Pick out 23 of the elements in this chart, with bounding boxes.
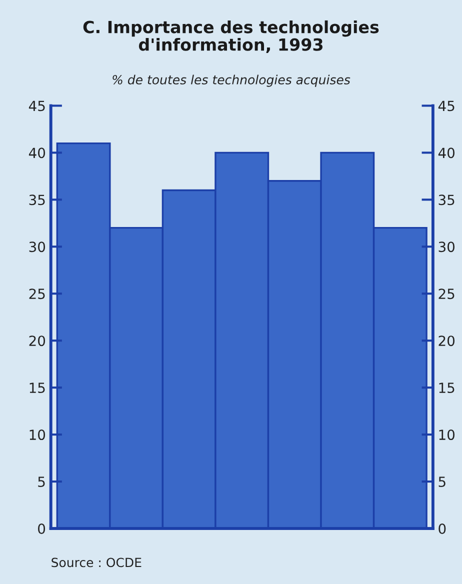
y-tick-label: 15: [30, 382, 45, 394]
y2-tick-label: 35: [438, 194, 454, 206]
y-tick-label: 40: [28, 148, 46, 158]
y-tick-label: 0: [38, 523, 46, 534]
source-note: Source : OCDE: [52, 558, 142, 568]
chart-subtitle: % de toutes les technologies acquises: [112, 74, 350, 87]
y2-tick-label: 10: [439, 430, 455, 440]
y2-tick-label: 30: [438, 242, 455, 252]
y-tick-label: 20: [29, 336, 46, 346]
y-tick-label: 30: [29, 242, 46, 252]
y-tick-label: 10: [30, 430, 46, 440]
y-tick-label: 35: [29, 194, 45, 206]
y2-tick-label: 15: [439, 382, 454, 394]
y-tick-label: 45: [28, 100, 45, 112]
y2-tick-label: 25: [438, 288, 454, 300]
y2-tick-label: 45: [438, 100, 454, 112]
y-tick-label: 25: [29, 288, 45, 300]
y2-tick-label: 5: [438, 476, 446, 488]
y2-tick-label: 0: [438, 523, 446, 534]
y2-tick-label: 20: [438, 336, 455, 346]
chart-title: C. Importance des technologies d'information, 1993: [83, 20, 379, 53]
y2-tick-label: 40: [438, 148, 455, 158]
y-tick-label: 5: [38, 476, 45, 488]
